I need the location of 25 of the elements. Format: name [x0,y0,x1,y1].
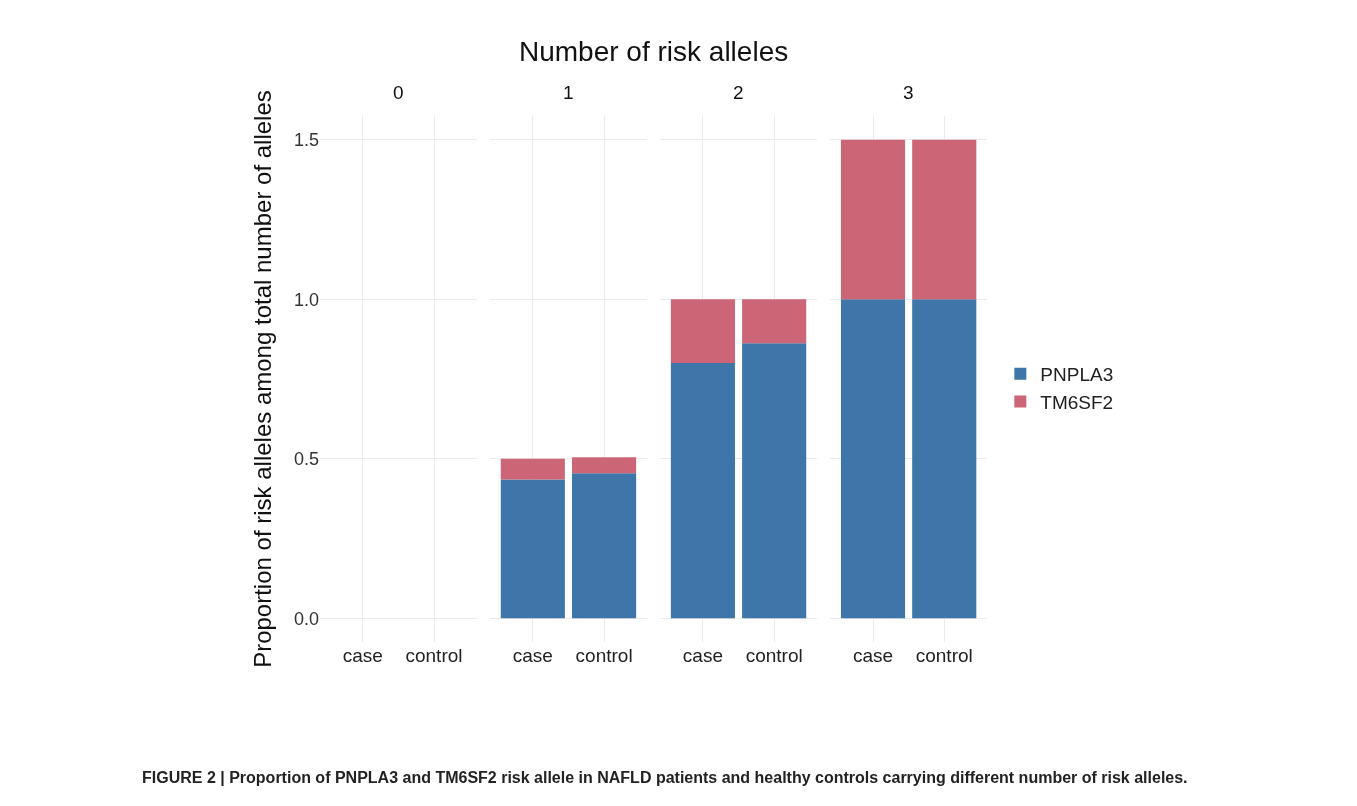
chart-title: 0 [393,82,404,103]
x-tick-label: case [342,645,383,667]
chart-title: 3 [903,82,914,103]
x-tick-label: case [852,645,894,667]
x-tick-label: case [512,645,553,667]
caption: FIGURE 2 | Proportion of PNPLA3 and TM6SF2 risk allele in NAFLD patients and healthy controls carrying different number of risk alleles. [142,769,1188,786]
legend-label: PNPLA3 [1040,364,1114,386]
y-tick-label: 1.5 [293,130,319,151]
x-tick-label: control [745,645,803,667]
bar [500,458,565,480]
bar [572,457,637,474]
x-tick-label: case [682,645,723,667]
x-tick-label: control [405,645,463,667]
chart-title: 1 [563,82,574,103]
y-tick-label: 1.0 [293,289,319,310]
x-tick-label: control [575,645,633,667]
x-tick-label: control [915,645,973,667]
y-tick-label: 0.0 [293,608,319,629]
text: Number of risk alleles [519,36,789,67]
bar [572,473,637,619]
y-axis-title: Proportion of risk alleles among total number of alleles [249,90,277,668]
legend-label: TM6SF2 [1040,391,1114,413]
bar [500,479,565,619]
chart-title: 2 [733,82,744,103]
y-tick-label: 0.5 [293,449,319,470]
